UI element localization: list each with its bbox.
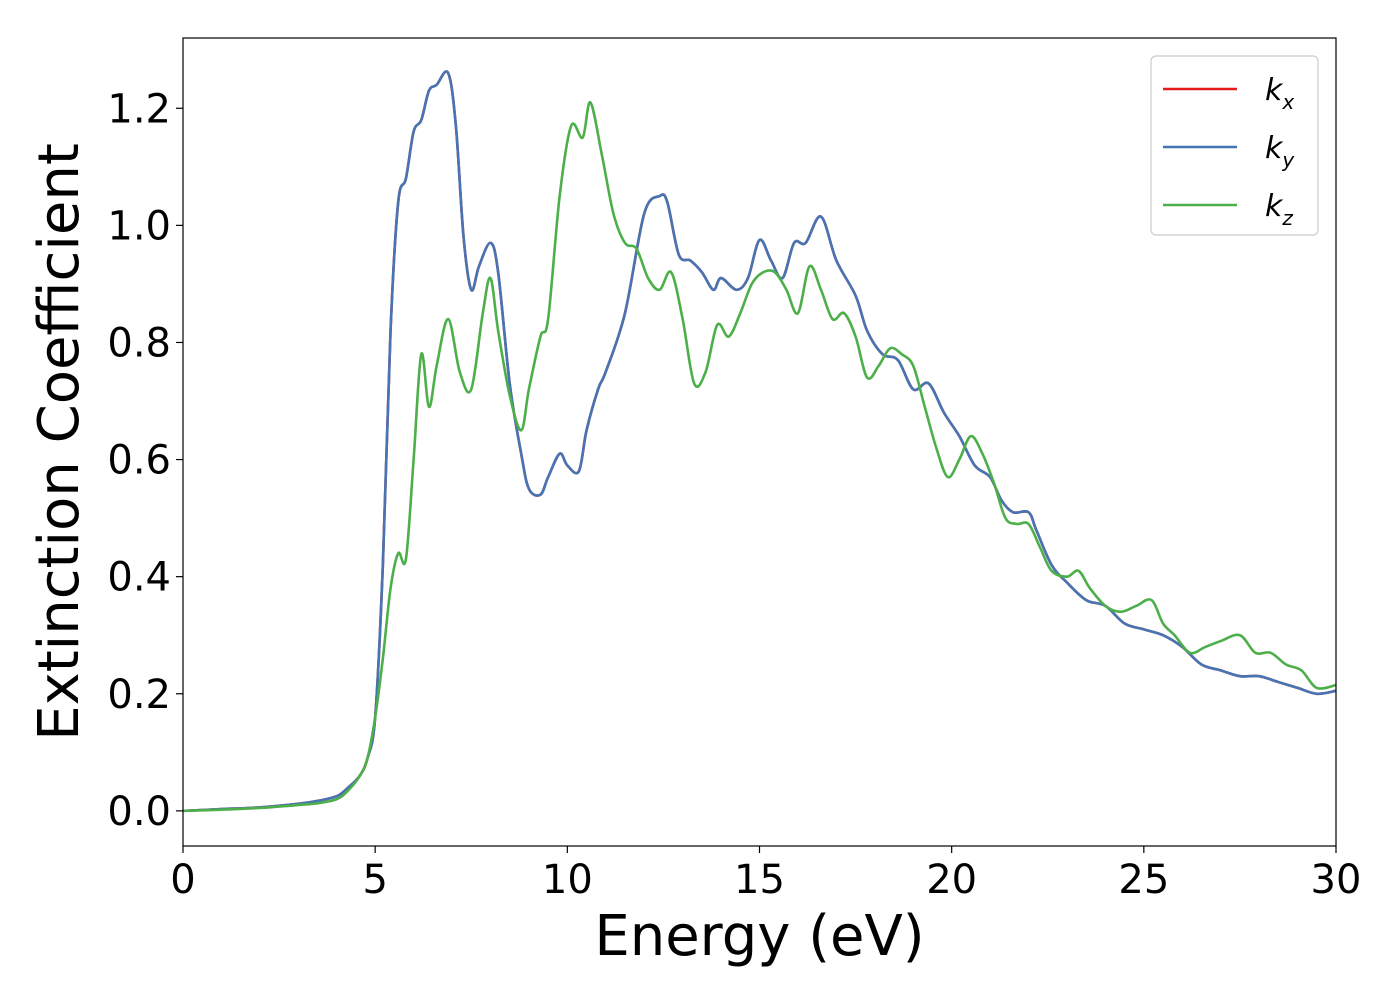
y-tick-label: 0.4 xyxy=(107,555,171,601)
y-axis-label: Extinction Coefficient xyxy=(27,143,92,741)
x-axis-label: Energy (eV) xyxy=(594,904,924,969)
x-tick-label: 10 xyxy=(542,857,593,903)
x-tick-label: 25 xyxy=(1118,857,1169,903)
legend-subscript: x xyxy=(1281,90,1294,114)
x-tick-label: 20 xyxy=(926,857,977,903)
y-tick-label: 1.0 xyxy=(107,203,171,249)
legend-entry: kx xyxy=(1265,73,1294,114)
series-layer xyxy=(183,70,1336,813)
legend-symbol: k xyxy=(1265,131,1284,166)
x-tick-label: 5 xyxy=(362,857,387,903)
y-tick-label: 0.2 xyxy=(107,672,171,718)
x-axis: 0 5 10 15 20 25 30 xyxy=(170,846,1361,903)
legend-box xyxy=(1150,55,1319,236)
y-tick-label: 1.2 xyxy=(107,86,171,132)
series-line-ky xyxy=(183,70,1336,813)
series-line-kz xyxy=(183,101,1336,813)
legend-subscript: y xyxy=(1281,148,1295,172)
y-tick-label: 0.6 xyxy=(107,438,171,484)
legend-entry: kz xyxy=(1265,189,1293,230)
legend-symbol: k xyxy=(1265,189,1284,224)
x-tick-label: 15 xyxy=(734,857,785,903)
legend-entry: ky xyxy=(1265,131,1295,172)
x-tick-label: 30 xyxy=(1311,857,1362,903)
legend-subscript: z xyxy=(1281,206,1293,230)
y-axis: 0.0 0.2 0.4 0.6 0.8 1.0 1.2 xyxy=(107,86,183,835)
legend-symbol: k xyxy=(1265,73,1284,108)
y-tick-label: 0.8 xyxy=(107,320,171,366)
y-tick-label: 0.0 xyxy=(107,789,171,835)
x-tick-label: 0 xyxy=(170,857,195,903)
